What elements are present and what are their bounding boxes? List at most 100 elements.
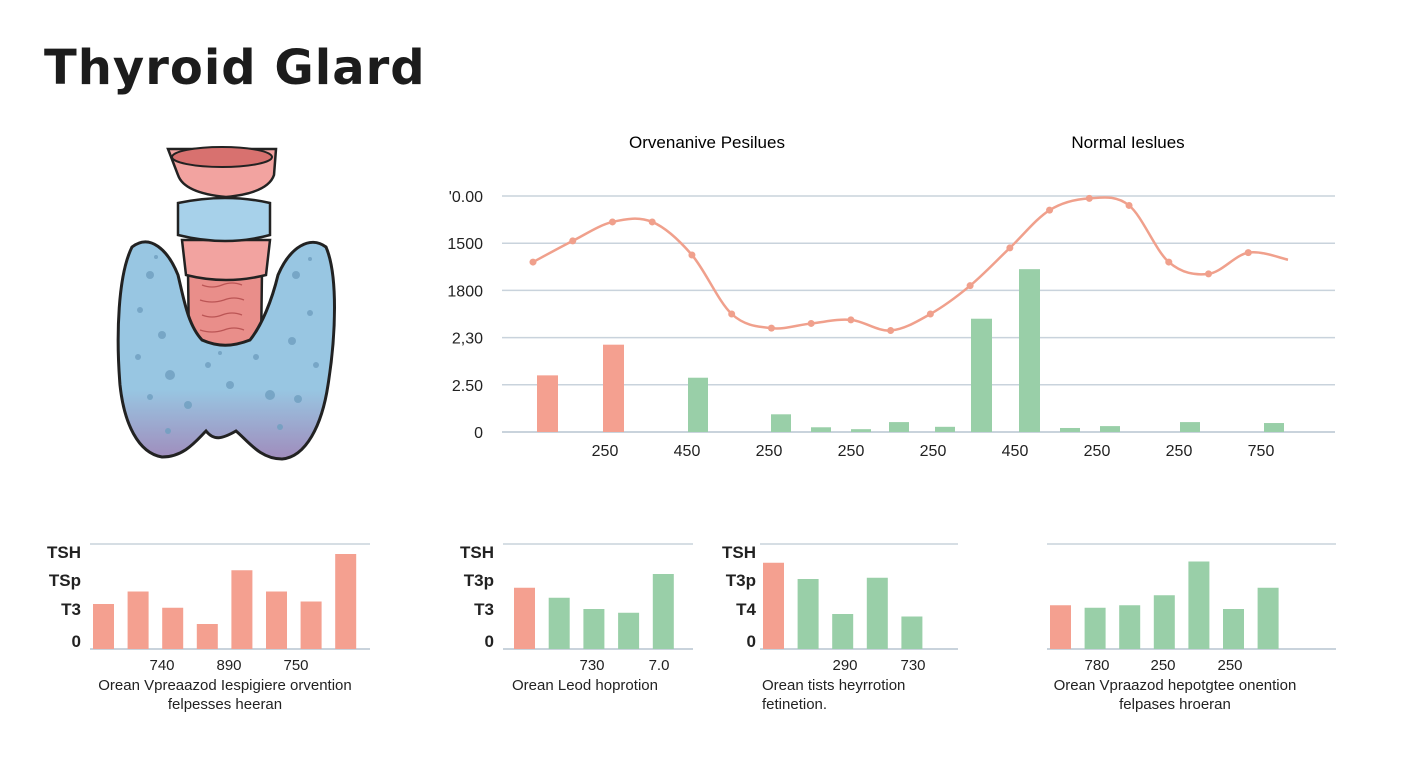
bar bbox=[266, 591, 287, 649]
line-point bbox=[1085, 194, 1093, 202]
x-tick-label: 250 bbox=[838, 443, 865, 460]
line-point bbox=[847, 316, 855, 324]
caption-line: Orean Vpraazod hepotgtee onention bbox=[1053, 677, 1297, 694]
bar bbox=[231, 570, 253, 649]
y-tick-label: 2.50 bbox=[452, 378, 483, 395]
x-tick-label: 450 bbox=[1002, 443, 1029, 460]
bar bbox=[1050, 605, 1071, 649]
bar bbox=[514, 587, 535, 649]
y-tick-label: 0 bbox=[72, 632, 81, 651]
line-point bbox=[926, 310, 934, 318]
line-point bbox=[728, 310, 736, 318]
x-tick-label: 250 bbox=[1166, 443, 1193, 460]
y-tick-label: 0 bbox=[485, 632, 494, 651]
bar bbox=[688, 377, 708, 432]
y-tick-label: T3p bbox=[726, 571, 756, 590]
x-tick-label: 750 bbox=[1248, 443, 1275, 460]
series-line bbox=[532, 196, 1289, 332]
bar bbox=[866, 577, 888, 649]
line-point bbox=[569, 237, 577, 245]
x-tick-label: 730 bbox=[900, 657, 925, 670]
bar bbox=[537, 375, 558, 432]
caption-line: fetinetion. bbox=[762, 696, 828, 713]
x-tick-label: 250 bbox=[756, 443, 783, 460]
y-tick-label: '0.00 bbox=[449, 189, 483, 206]
bar bbox=[1153, 595, 1175, 649]
line-point bbox=[1046, 206, 1054, 214]
small-chart-1: TSH TSp T3 0 740 890 750 bbox=[47, 543, 370, 670]
bar bbox=[548, 597, 570, 649]
x-tick-label: 7.0 bbox=[649, 657, 670, 670]
y-tick-label: T3 bbox=[474, 600, 494, 619]
line-point bbox=[966, 282, 974, 290]
line-point bbox=[1125, 201, 1133, 209]
y-tick-label: T4 bbox=[736, 600, 756, 619]
line-point bbox=[767, 324, 775, 332]
line-point bbox=[1165, 258, 1173, 266]
y-tick-label: TSH bbox=[47, 543, 81, 562]
bar bbox=[1223, 609, 1244, 649]
x-tick-label: 740 bbox=[149, 657, 174, 670]
y-tick-label: 1500 bbox=[447, 236, 483, 253]
x-tick-label: 730 bbox=[579, 657, 604, 670]
y-tick-label: 0 bbox=[474, 425, 483, 442]
bar bbox=[652, 574, 674, 649]
x-tick-label: 890 bbox=[216, 657, 241, 670]
bar bbox=[1019, 269, 1040, 432]
x-tick-label: 780 bbox=[1084, 657, 1109, 670]
main-chart-subtitle-right: Normal Ieslues bbox=[1071, 133, 1184, 152]
y-tick-label: T3p bbox=[464, 571, 494, 590]
bar bbox=[127, 591, 149, 649]
bar bbox=[603, 344, 624, 432]
line-point bbox=[887, 327, 895, 335]
bar bbox=[889, 422, 909, 432]
small-chart-2: TSH T3p T3 0 730 7.0 bbox=[460, 543, 693, 670]
bar bbox=[851, 429, 871, 432]
bar bbox=[618, 612, 640, 649]
bar bbox=[1257, 587, 1279, 649]
x-tick-label: 290 bbox=[832, 657, 857, 670]
line-point bbox=[1244, 249, 1252, 257]
x-tick-label: 250 bbox=[592, 443, 619, 460]
x-tick-label: 250 bbox=[1084, 443, 1111, 460]
x-tick-label: 450 bbox=[674, 443, 701, 460]
caption-line: Orean tists heyrrotion bbox=[762, 677, 906, 694]
line-point bbox=[1205, 270, 1213, 278]
bar bbox=[1264, 423, 1284, 432]
main-chart-subtitle-left: Orvenanive Pesilues bbox=[629, 133, 785, 152]
thyroid-gland-illustration bbox=[116, 146, 336, 461]
bar bbox=[1100, 426, 1120, 432]
x-tick-label: 750 bbox=[283, 657, 308, 670]
bar bbox=[583, 609, 605, 649]
line-point bbox=[608, 218, 616, 226]
bar bbox=[335, 554, 357, 649]
bar bbox=[763, 562, 784, 649]
page-title: Thyroid Glard bbox=[44, 40, 426, 96]
small-chart-4: 780 250 250 bbox=[1047, 543, 1336, 670]
small-chart-3: TSH T3p T4 0 290 730 bbox=[722, 543, 958, 670]
line-point bbox=[529, 258, 537, 266]
bar bbox=[1180, 422, 1200, 432]
bar bbox=[196, 624, 218, 649]
small-chart-1-caption: Orean Vpreaazod Iespigiere orvention fel… bbox=[60, 676, 390, 714]
bar bbox=[1060, 427, 1080, 432]
bar bbox=[93, 604, 114, 649]
bar bbox=[1084, 607, 1106, 649]
bar bbox=[901, 616, 923, 649]
bar bbox=[1188, 561, 1210, 649]
x-tick-label: 250 bbox=[1150, 657, 1175, 670]
bar bbox=[1119, 605, 1141, 649]
x-tick-label: 250 bbox=[920, 443, 947, 460]
caption-line: Orean Leod hoprotion bbox=[512, 677, 658, 694]
small-chart-2-caption: Orean Leod hoprotion bbox=[450, 676, 720, 695]
y-tick-label: T3 bbox=[61, 600, 81, 619]
x-tick-label: 250 bbox=[1217, 657, 1242, 670]
line-point bbox=[688, 251, 696, 259]
bar bbox=[771, 414, 791, 432]
bar bbox=[797, 579, 819, 649]
line-point bbox=[807, 319, 815, 327]
small-chart-4-caption: Orean Vpraazod hepotgtee onention felpas… bbox=[1020, 676, 1330, 714]
bar bbox=[935, 426, 955, 432]
small-chart-3-caption: Orean tists heyrrotion fetinetion. bbox=[762, 676, 982, 714]
bar bbox=[832, 614, 854, 649]
